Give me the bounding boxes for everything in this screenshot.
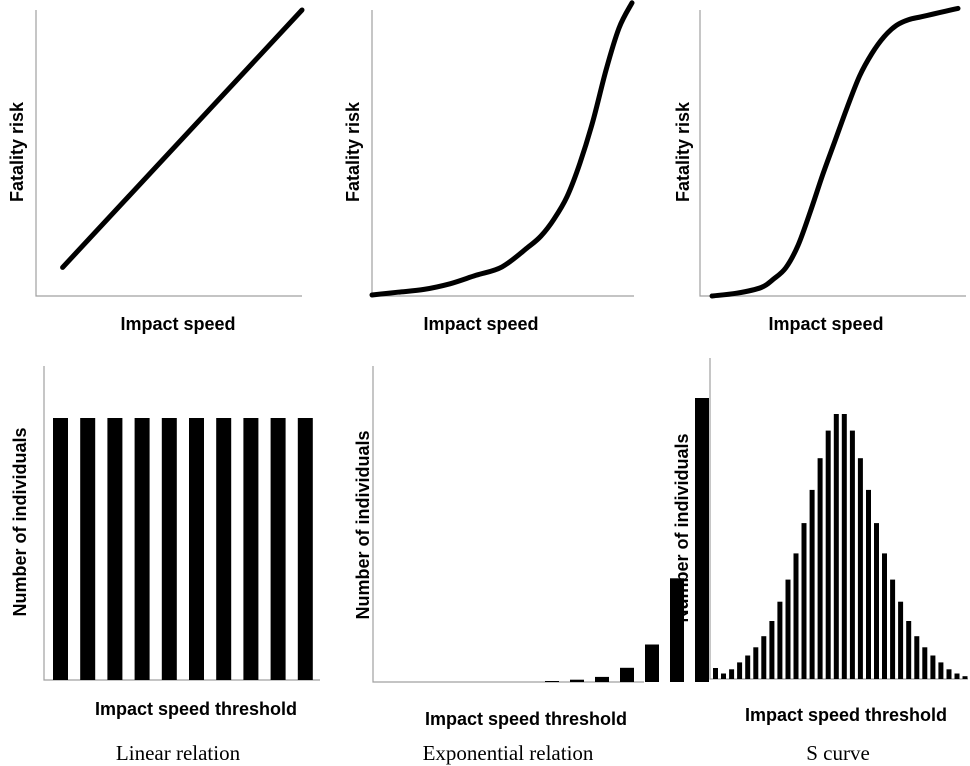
histogram-bar <box>80 418 96 680</box>
histogram-bar <box>753 647 759 679</box>
histogram-bar <box>216 418 232 680</box>
histogram-bar <box>809 489 815 679</box>
histogram-bar <box>761 636 767 679</box>
histogram-bar <box>890 579 896 679</box>
histogram-bar <box>745 655 751 679</box>
histogram-bar <box>906 621 912 679</box>
histogram-bar <box>801 523 807 679</box>
histogram-bar <box>930 655 936 679</box>
histogram-bar <box>962 676 968 679</box>
histogram-bar <box>721 673 726 679</box>
caption-exponential: Exponential relation <box>423 741 594 765</box>
histogram-bar <box>898 601 904 679</box>
plot-area <box>709 5 961 299</box>
risk-curve <box>709 5 961 299</box>
histogram-bar <box>134 418 150 680</box>
x-axis-label: Impact speed threshold <box>745 705 947 725</box>
histogram-bar <box>729 669 735 679</box>
axes <box>709 358 968 680</box>
x-axis-label: Impact speed <box>423 314 538 334</box>
y-axis-label: Fatality risk <box>343 101 363 202</box>
linear-risk-panel: Impact speed Fatality risk <box>7 7 305 334</box>
histogram-bar <box>866 489 871 679</box>
histogram-bar <box>545 681 559 682</box>
histogram-bar <box>922 647 928 679</box>
y-axis-label: Fatality risk <box>673 101 693 202</box>
histogram-bar <box>874 523 879 679</box>
axes <box>371 10 634 297</box>
plot-area <box>545 398 709 682</box>
histogram-bar <box>595 676 609 682</box>
histogram-bar <box>946 669 952 679</box>
plot-area <box>60 7 305 270</box>
histogram-bar <box>189 418 204 680</box>
axes <box>372 366 644 683</box>
histogram-bar <box>670 578 684 682</box>
caption-s-curve: S curve <box>806 741 870 765</box>
histogram-bar <box>825 430 831 679</box>
axes <box>35 10 302 297</box>
linear-threshold-histogram: Impact speed threshold Number of individ… <box>10 366 320 719</box>
y-axis-label: Number of individuals <box>672 433 692 622</box>
caption-linear: Linear relation <box>116 741 241 765</box>
histogram-bar <box>297 418 313 680</box>
histogram-bar <box>270 418 286 680</box>
histogram-bar <box>53 418 68 680</box>
histogram-bar <box>841 414 847 679</box>
histogram-bar <box>243 418 259 680</box>
histogram-bar <box>777 601 783 679</box>
histogram-bar <box>938 662 944 679</box>
x-axis-label: Impact speed threshold <box>95 699 297 719</box>
s-curve-risk-panel: Impact speed Fatality risk <box>673 5 966 334</box>
histogram-bar <box>107 418 123 680</box>
risk-curve <box>369 0 635 298</box>
s-curve-threshold-histogram: Impact speed threshold Number of individ… <box>672 358 968 725</box>
histogram-bar <box>713 668 718 679</box>
histogram-bar <box>857 458 863 679</box>
histogram-bar <box>695 398 709 682</box>
histogram-bar <box>785 579 791 679</box>
histogram-bar <box>737 662 743 679</box>
plot-area <box>713 414 968 679</box>
histogram-bar <box>882 553 887 679</box>
y-axis-label: Fatality risk <box>7 101 27 202</box>
plot-area <box>53 418 313 680</box>
x-axis-label: Impact speed <box>120 314 235 334</box>
histogram-bar <box>833 414 839 679</box>
y-axis-label: Number of individuals <box>353 430 373 619</box>
histogram-bar <box>817 458 823 679</box>
plot-area <box>369 0 635 298</box>
y-axis-label: Number of individuals <box>10 427 30 616</box>
risk-curve <box>60 7 305 270</box>
x-axis-label: Impact speed <box>768 314 883 334</box>
histogram-bar <box>570 679 584 682</box>
histogram-bar <box>954 673 960 679</box>
x-axis-label: Impact speed threshold <box>425 709 627 729</box>
histogram-bar <box>793 553 799 679</box>
histogram-bar <box>769 621 775 679</box>
exponential-threshold-histogram: Impact speed threshold Number of individ… <box>353 366 709 729</box>
histogram-bar <box>620 667 634 682</box>
histogram-bar <box>645 644 659 682</box>
histogram-bar <box>161 418 177 680</box>
histogram-bar <box>914 636 920 679</box>
histogram-bar <box>849 430 855 679</box>
exponential-risk-panel: Impact speed Fatality risk <box>343 0 635 334</box>
axes <box>699 10 966 297</box>
